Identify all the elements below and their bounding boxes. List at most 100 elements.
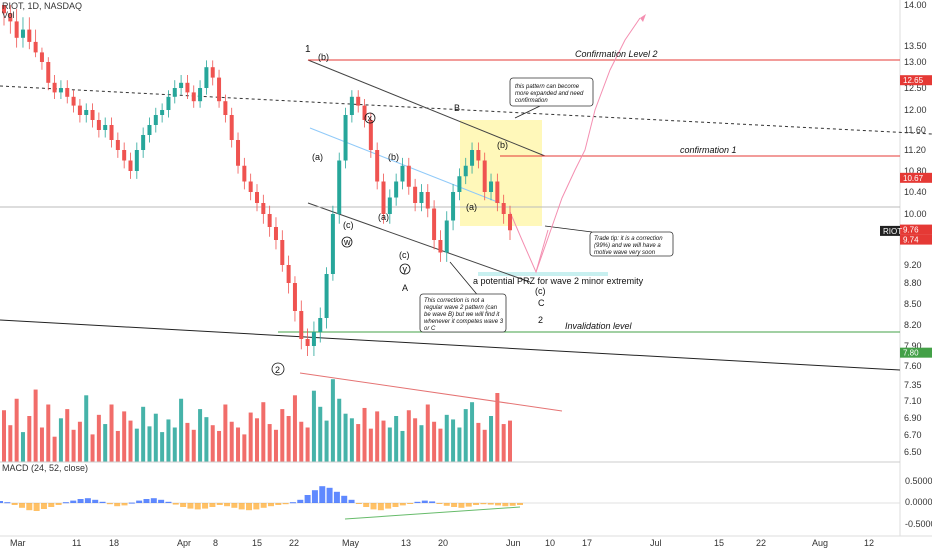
price-tag [900,347,932,358]
price-tag-label: 7.80 [903,349,919,358]
note-expand-line3: confirmation [515,98,548,104]
wave-b2-label: (b) [388,152,399,162]
volume-bar [33,389,38,462]
macd-histogram-bar [436,503,443,504]
candle-body [273,227,278,240]
volume-bar [324,420,329,462]
volume-bar [394,416,399,462]
note-correction-line3: be wave B) but we will find it [424,312,500,318]
wave-y-circle [399,263,411,275]
price-tick-label: 12.50 [904,83,927,93]
volume-bar [179,398,184,462]
candle-body [457,176,462,192]
volume-bar [432,421,437,462]
macd-histogram-bar [392,503,399,507]
volume-bar [160,432,165,462]
candle-body [103,125,108,130]
volume-bar [2,410,6,462]
macd-histogram-bar [70,500,77,503]
candle-body [77,105,82,115]
candle-body [134,150,139,171]
wave-a2-label: (a) [378,212,389,222]
candle-body [299,311,304,339]
volume-bar [172,427,177,462]
volume-bar [489,416,494,462]
volume-bar [134,428,139,462]
volume-bar [14,398,19,462]
symbol-price-tag [880,225,900,236]
macd-histogram-bar [509,503,516,506]
candle-body [65,88,70,97]
projection-branch [535,229,549,273]
macd-histogram-bar [304,495,311,503]
time-tick-label: 17 [582,538,592,548]
candle-body [343,115,348,161]
volume-bar [27,416,32,462]
note-trade-line2: (99%) and we will have a [594,243,661,249]
macd-histogram-bar [0,501,3,503]
invalidation-level-label: Invalidation level [565,321,633,331]
candle-body [463,165,468,177]
candle-body [292,283,297,311]
candle-body [248,181,253,192]
price-tag-label: 10.67 [903,174,924,183]
wave-c3-label: (c) [535,286,546,296]
price-tick-label: 10.00 [904,209,927,219]
wave-w-label: w [343,237,351,247]
wave-2-label: 2 [538,315,543,325]
candle-body [482,160,487,192]
macd-histogram-bar [187,503,194,509]
candle-body [141,135,146,150]
price-tag-label: 9.76 [903,226,919,235]
time-axis[interactable]: Mar 11 18 Apr 8 15 22 May 13 20 Jun 10 17 Jul 15 22 Aug 1… [10,538,874,548]
volume-bar [451,419,456,462]
macd-histogram-bar [414,501,421,503]
macd-tick-0: 0.5000 [905,476,932,486]
candle-body [109,125,114,140]
candle-body [242,165,247,182]
volume-bar [147,426,152,462]
macd-histogram-bar [209,503,216,507]
macd-histogram-bar [282,503,289,505]
wave-c2-label: (c) [399,250,410,260]
macd-histogram-bar [128,502,135,504]
volume-bar [39,427,44,462]
macd-histogram-bar [502,503,509,507]
wave-w-circle [341,236,353,248]
price-axis[interactable]: 14.00 13.50 13.00 12.50 12.00 11.60 11.20 10.80… [904,0,927,457]
candle-body [153,115,158,125]
projection-arrowhead [640,14,646,22]
time-tick-label: Aug [812,538,828,548]
volume-bar [425,404,430,462]
candle-body [337,160,342,214]
macd-histogram-bar [495,503,502,506]
time-tick-label: 12 [864,538,874,548]
volume-bar [128,420,133,462]
macd-histogram-bar [458,503,465,508]
candle-body [476,150,481,161]
macd-histogram-bar [48,503,55,507]
volume-bar [52,436,57,462]
macd-histogram-bar [421,500,428,503]
channel-lower-line [307,202,531,283]
wave-circ2-circle [271,362,285,376]
price-tick-label: 7.35 [904,380,922,390]
volume-bar [470,402,475,462]
macd-axis[interactable]: 0.5000 0.0000 -0.5000 [905,476,932,529]
macd-histogram-bar [77,499,84,503]
time-tick-label: 8 [213,538,218,548]
inner-channel-line [309,127,501,204]
candle-body [217,77,222,102]
macd-histogram-bar [341,495,348,503]
volume-bar [476,422,481,462]
candle-body [204,67,209,88]
macd-histogram-bar [399,503,406,506]
macd-histogram-bar [355,503,362,504]
macd-histogram-bar [216,503,223,505]
macd-histogram-bar [158,499,165,503]
macd-histogram-bar [275,503,282,505]
volume-bar [236,427,241,462]
volume-bar [217,430,222,462]
macd-histogram-bar [465,503,472,507]
